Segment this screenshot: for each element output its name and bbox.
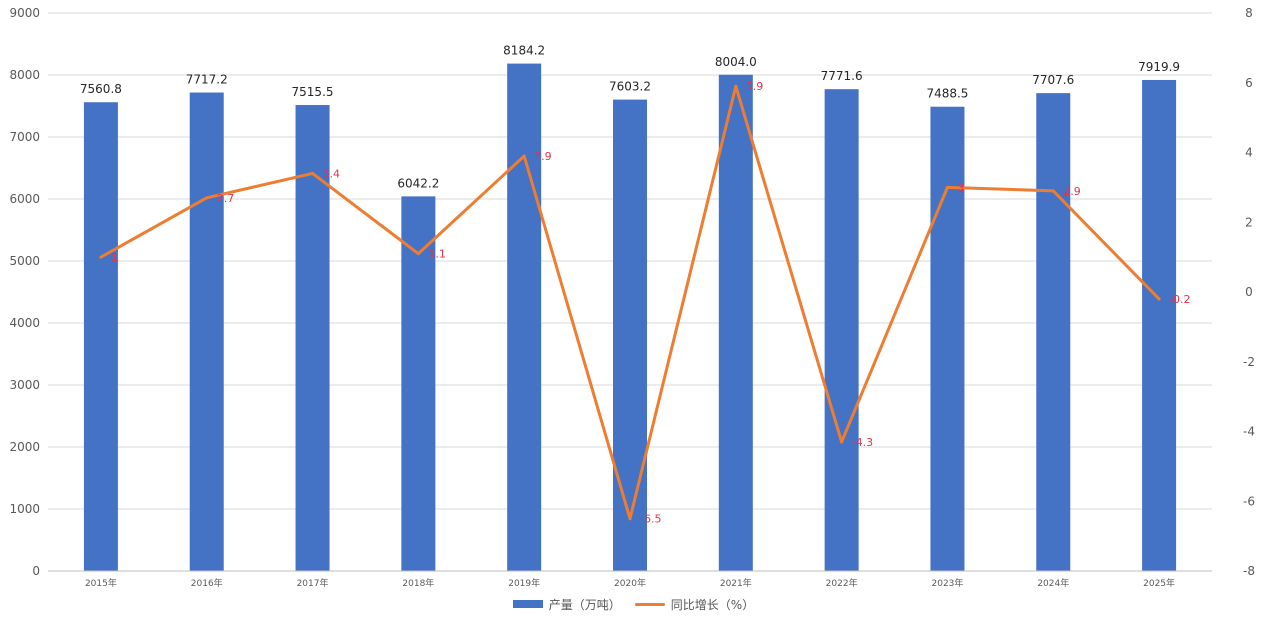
bar-data-label: 7707.6 <box>1032 73 1074 87</box>
x-tick-label: 2016年 <box>191 577 223 589</box>
line-point <box>311 171 315 175</box>
line-point <box>1157 297 1161 301</box>
right-tick-label: -4 <box>1243 425 1255 439</box>
legend-swatch-line <box>634 602 665 606</box>
left-tick-label: 0 <box>32 564 40 578</box>
x-tick-label: 2024年 <box>1037 577 1069 589</box>
bar <box>930 106 965 571</box>
legend-swatch-bar <box>512 600 543 608</box>
bar <box>189 92 224 571</box>
bar-data-label: 7515.5 <box>292 85 334 99</box>
line-data-label: -4.3 <box>852 436 873 449</box>
left-tick-label: 4000 <box>9 316 40 330</box>
bar <box>718 74 753 571</box>
line-data-label: 3.4 <box>323 167 341 180</box>
line-data-label: 2.9 <box>1063 185 1081 198</box>
right-tick-label: 4 <box>1245 146 1253 160</box>
bar-data-label: 7488.5 <box>926 87 968 101</box>
right-axis: -8 -6 -4 -2 0 2 4 6 8 <box>1243 6 1255 578</box>
line-point <box>205 196 209 200</box>
right-tick-label: 6 <box>1245 76 1253 90</box>
right-tick-label: -8 <box>1243 564 1255 578</box>
legend-label-bar: 产量（万吨） <box>548 597 621 612</box>
bar <box>83 102 118 571</box>
bar <box>401 196 436 571</box>
bar-data-label: 7717.2 <box>186 73 228 87</box>
left-tick-label: 6000 <box>9 192 40 206</box>
bar <box>824 89 859 571</box>
bar-series <box>83 63 1177 572</box>
line-data-label: -6.5 <box>640 513 661 526</box>
left-tick-label: 8000 <box>9 68 40 82</box>
line-data-label: 5.9 <box>746 80 764 93</box>
line-data-label: -0.2 <box>1169 293 1190 306</box>
bar-data-label: 8004.0 <box>715 55 757 69</box>
bar-labels: 7560.8 7717.2 7515.5 6042.2 8184.2 7603.2 8004… <box>80 44 1180 191</box>
line-point <box>840 440 844 444</box>
x-tick-label: 2015年 <box>85 577 117 589</box>
line-point <box>99 255 103 259</box>
left-tick-label: 3000 <box>9 378 40 392</box>
left-tick-label: 9000 <box>9 6 40 20</box>
right-tick-label: 0 <box>1245 285 1253 299</box>
legend-label-line: 同比增长（%） <box>670 597 755 612</box>
line-series <box>99 84 1161 521</box>
left-tick-label: 7000 <box>9 130 40 144</box>
line-point <box>734 84 738 88</box>
x-tick-label: 2025年 <box>1143 577 1175 589</box>
right-tick-label: -6 <box>1243 494 1255 508</box>
left-axis: 0 1000 2000 3000 4000 5000 6000 7000 8000 9000 <box>9 6 40 578</box>
right-tick-label: 8 <box>1245 6 1253 20</box>
x-tick-label: 2017年 <box>297 577 329 589</box>
line-labels: 1 2.7 3.4 1.1 3.9 -6.5 5.9 -4.3 3 2.9 -0.2 <box>111 80 1191 525</box>
bar-data-label: 6042.2 <box>397 176 439 190</box>
line-data-label: 1.1 <box>428 248 446 261</box>
left-tick-label: 5000 <box>9 254 40 268</box>
right-tick-label: 2 <box>1245 215 1253 229</box>
legend-item-line: 同比增长（%） <box>634 596 755 613</box>
line-data-label: 3.9 <box>534 150 552 163</box>
x-tick-label: 2020年 <box>614 577 646 589</box>
legend-item-bar: 产量（万吨） <box>512 596 621 613</box>
line-data-label: 3 <box>957 181 964 194</box>
line-point <box>628 517 632 521</box>
x-tick-label: 2023年 <box>932 577 964 589</box>
bar <box>507 63 542 572</box>
line-point <box>416 252 420 256</box>
bar-data-label: 8184.2 <box>503 44 545 58</box>
legend: 产量（万吨） 同比增长（%） <box>0 594 1267 614</box>
x-tick-label: 2021年 <box>720 577 752 589</box>
x-tick-label: 2018年 <box>402 577 434 589</box>
line-point <box>1051 189 1055 193</box>
x-axis: 2015年 2016年 2017年 2018年 2019年 2020年 2021年 2022年… <box>48 570 1212 589</box>
x-tick-label: 2022年 <box>826 577 858 589</box>
right-tick-label: -2 <box>1243 355 1255 369</box>
bar <box>613 99 647 572</box>
left-tick-label: 1000 <box>9 502 40 516</box>
bar-data-label: 7560.8 <box>80 82 122 96</box>
bar-data-label: 7919.9 <box>1138 60 1180 74</box>
bar <box>1036 93 1071 572</box>
bar <box>1142 79 1177 572</box>
bar-data-label: 7771.6 <box>821 69 863 83</box>
bar-data-label: 7603.2 <box>609 80 651 94</box>
line-data-label: 1 <box>111 251 118 264</box>
line-data-label: 2.7 <box>217 192 235 205</box>
line-point <box>945 185 949 189</box>
left-tick-label: 2000 <box>9 440 40 454</box>
x-tick-label: 2019年 <box>508 577 540 589</box>
line-point <box>522 154 526 158</box>
